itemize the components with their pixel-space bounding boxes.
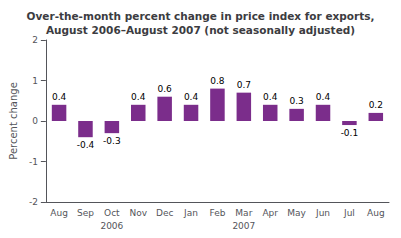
svg-text:0.4: 0.4 [184,92,199,102]
svg-text:Feb: Feb [209,208,225,218]
svg-text:0.4: 0.4 [52,92,67,102]
svg-text:0: 0 [32,116,38,126]
svg-text:0.7: 0.7 [237,80,251,90]
svg-text:0.4: 0.4 [316,92,331,102]
svg-text:0.2: 0.2 [369,100,383,110]
svg-text:2: 2 [32,35,38,45]
svg-text:1: 1 [32,76,38,86]
svg-text:0.6: 0.6 [157,84,172,94]
svg-text:-1: -1 [29,157,38,167]
svg-text:August 2006–August 2007 (not s: August 2006–August 2007 (not seasonally … [46,24,355,36]
svg-text:Percent change: Percent change [8,82,19,160]
svg-text:-0.4: -0.4 [77,140,95,150]
svg-text:Sep: Sep [77,208,94,218]
svg-text:0.4: 0.4 [263,92,278,102]
svg-text:-0.1: -0.1 [341,128,359,138]
svg-text:-2: -2 [29,197,38,207]
svg-text:Aug: Aug [50,208,68,218]
svg-text:May: May [287,208,306,218]
svg-text:Nov: Nov [129,208,147,218]
svg-text:Jul: Jul [343,208,355,218]
svg-text:Jun: Jun [315,208,330,218]
svg-text:Jan: Jan [183,208,198,218]
svg-text:Aug: Aug [367,208,385,218]
svg-text:Dec: Dec [156,208,173,218]
svg-text:0.3: 0.3 [289,96,303,106]
svg-text:Oct: Oct [104,208,120,218]
svg-text:Over-the-month percent change: Over-the-month percent change in price i… [27,10,375,22]
svg-text:2007: 2007 [232,221,255,231]
svg-text:2006: 2006 [100,221,123,231]
svg-text:Mar: Mar [235,208,252,218]
svg-text:-0.3: -0.3 [103,136,121,146]
svg-text:0.8: 0.8 [210,76,225,86]
svg-text:Apr: Apr [262,208,278,218]
svg-text:0.4: 0.4 [131,92,146,102]
